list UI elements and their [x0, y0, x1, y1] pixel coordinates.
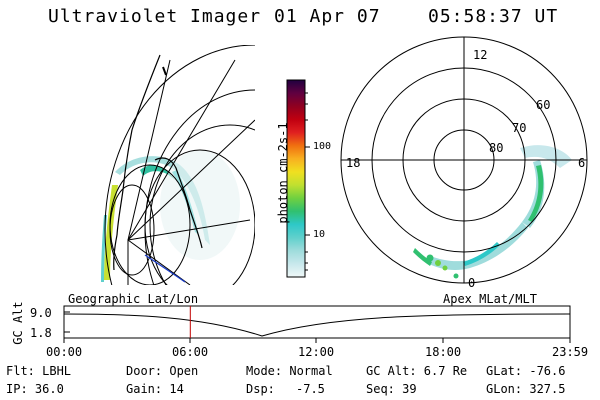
door-readout: Door: Open	[126, 364, 199, 378]
date-label: 01 Apr 07	[274, 6, 381, 27]
mlat-label-70: 70	[512, 121, 527, 135]
timeline-x-tick: 18:00	[425, 345, 462, 359]
seq-readout: Seq: 39	[366, 382, 417, 396]
polar-aurora	[413, 145, 572, 270]
instrument-title: Ultraviolet Imager	[48, 6, 262, 27]
glon-readout: GLon: 327.5	[486, 382, 566, 396]
mlat-label-60: 60	[536, 98, 551, 112]
timeline-y-label: GC Alt	[11, 301, 25, 345]
mlt-label-18: 18	[346, 156, 361, 170]
aurora-spot	[453, 273, 459, 279]
timeline-plot	[63, 305, 571, 343]
timeline-y-tick-low: 1.8	[30, 326, 52, 340]
dsp-label: Dsp:	[246, 382, 275, 396]
timeline-x-tick: 00:00	[46, 345, 83, 359]
geo-aurora	[101, 150, 240, 282]
aurora-spot	[442, 265, 448, 271]
aurora-spot	[426, 254, 434, 262]
aurora-spot	[435, 260, 441, 266]
timeline-x-tick: 12:00	[298, 345, 335, 359]
gain-readout: Gain: 14	[126, 382, 184, 396]
mlat-label-80: 80	[489, 141, 504, 155]
altitude-curve	[63, 313, 571, 337]
ip-readout: IP: 36.0	[6, 382, 64, 396]
timeline-y-tick-high: 9.0	[30, 306, 52, 320]
mlt-label-0: 0	[468, 276, 476, 290]
colorbar-tick-10: 10	[313, 229, 326, 240]
mode-readout: Mode: Normal	[246, 364, 333, 378]
mlt-label-12: 12	[473, 48, 488, 62]
polar-map-label: Apex MLat/MLT	[443, 292, 537, 306]
colorbar-label: photon cm-2s-1	[276, 122, 290, 224]
dsp-value: -7.5	[296, 382, 325, 396]
timeline-frame	[63, 305, 571, 339]
timeline-x-tick: 06:00	[172, 345, 209, 359]
polar-map	[340, 36, 588, 284]
glat-readout: GLat: -76.6	[486, 364, 566, 378]
colorbar	[286, 79, 310, 278]
time-label: 05:58:37 UT	[428, 6, 559, 27]
mlt-label-6: 6	[578, 156, 586, 170]
filter-readout: Flt: LBHL	[6, 364, 72, 378]
gc-alt-readout: GC Alt: 6.7 Re	[366, 364, 468, 378]
geographic-map	[101, 45, 255, 285]
timeline-x-tick: 23:59	[552, 345, 589, 359]
colorbar-rect	[286, 79, 306, 278]
colorbar-tick-100: 100	[313, 141, 332, 152]
geo-map-label: Geographic Lat/Lon	[68, 292, 199, 306]
